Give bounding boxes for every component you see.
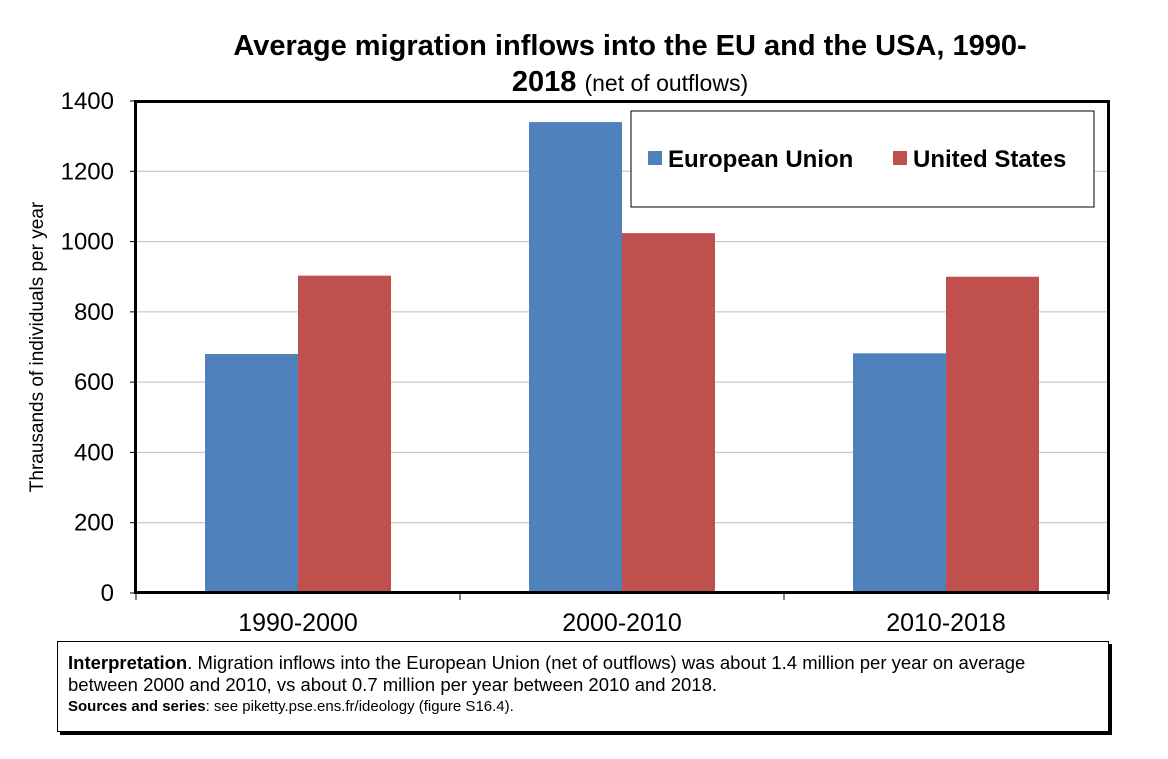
sources-paragraph: Sources and series: see piketty.pse.ens.… [68,696,1098,718]
bar-eu [205,354,298,593]
y-tick-label: 1000 [61,229,114,256]
bar-us [946,276,1039,593]
x-tick-label: 2000-2010 [562,609,682,637]
chart-title-line2: 2018 [511,66,577,98]
y-tick-label: 800 [74,299,114,326]
chart-title-line1: Average migration inflows into the EU an… [233,30,1027,62]
bar-us [298,275,391,593]
chart-title: Average migration inflows into the EU an… [130,28,1130,101]
x-tick-label: 1990-2000 [238,609,358,637]
legend-label: United States [913,146,1066,173]
interpretation-paragraph: Interpretation. Migration inflows into t… [68,652,1098,696]
legend-swatch [648,151,662,165]
bar-eu [529,122,622,593]
interpretation-note: Interpretation. Migration inflows into t… [57,641,1109,732]
bar-eu [853,353,946,593]
legend-box [630,110,1095,208]
sources-text: : see piketty.pse.ens.fr/ideology (figur… [205,698,514,715]
y-tick-label: 1400 [61,88,114,115]
y-tick-label: 200 [74,510,114,537]
y-tick-label: 400 [74,439,114,466]
y-tick-label: 600 [74,369,114,396]
legend-label: European Union [668,146,853,173]
sources-label: Sources and series [68,698,206,715]
x-tick-label: 2010-2018 [886,609,1006,637]
chart-subtitle: (net of outflows) [584,70,749,96]
legend-swatch [893,151,907,165]
plot-area-border [134,100,1110,594]
y-tick-label: 0 [101,580,114,607]
interpretation-label: Interpretation [68,652,188,673]
bar-us [622,233,715,593]
y-tick-label: 1200 [61,158,114,185]
interpretation-text: . Migration inflows into the European Un… [68,652,1026,695]
